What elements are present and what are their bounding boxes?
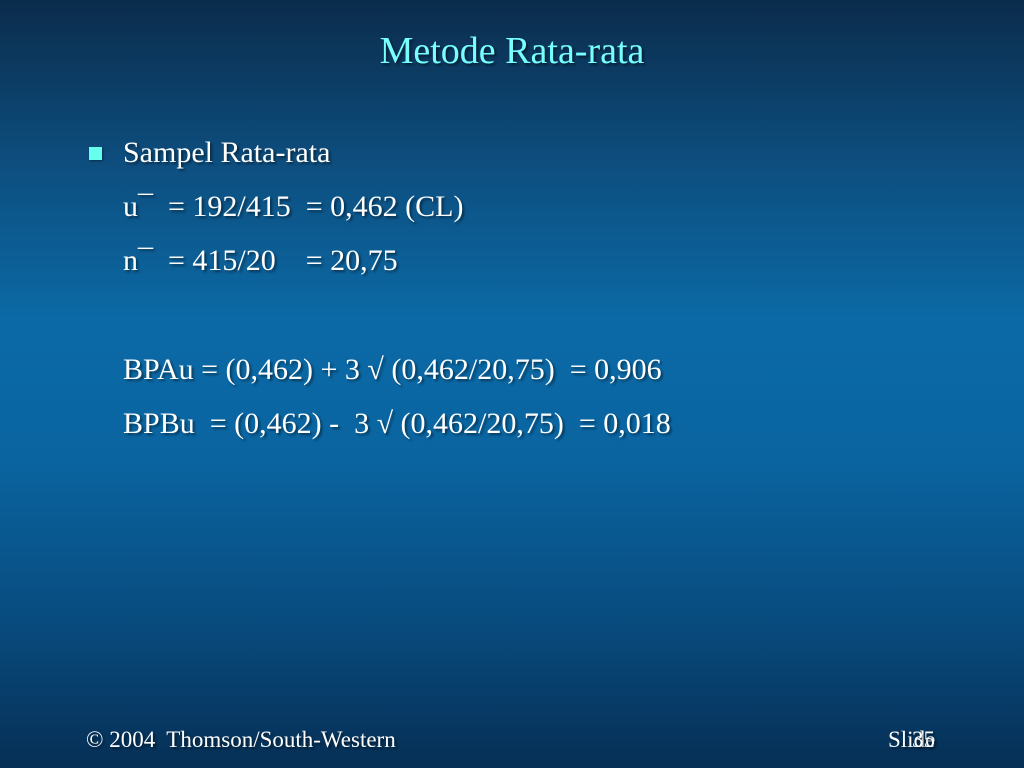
slide-title: Metode Rata-rata (379, 30, 645, 72)
formula-line: n¯ = 415/20 = 20,75 (123, 244, 398, 277)
bullet-marker (89, 147, 102, 160)
formula-line: BPAu = (0,462) + 3 √ (0,462/20,75) = 0,9… (123, 353, 662, 386)
copyright: © 2004 Thomson/South-Western (86, 727, 396, 752)
formula-line: BPBu = (0,462) - 3 √ (0,462/20,75) = 0,0… (123, 407, 671, 440)
formula-line: u¯ = 192/415 = 0,462 (CL) (123, 190, 464, 223)
bullet-text: Sampel Rata-rata (123, 136, 331, 169)
slide-number: 35 (912, 727, 935, 752)
slide-label: Slide (888, 727, 936, 752)
